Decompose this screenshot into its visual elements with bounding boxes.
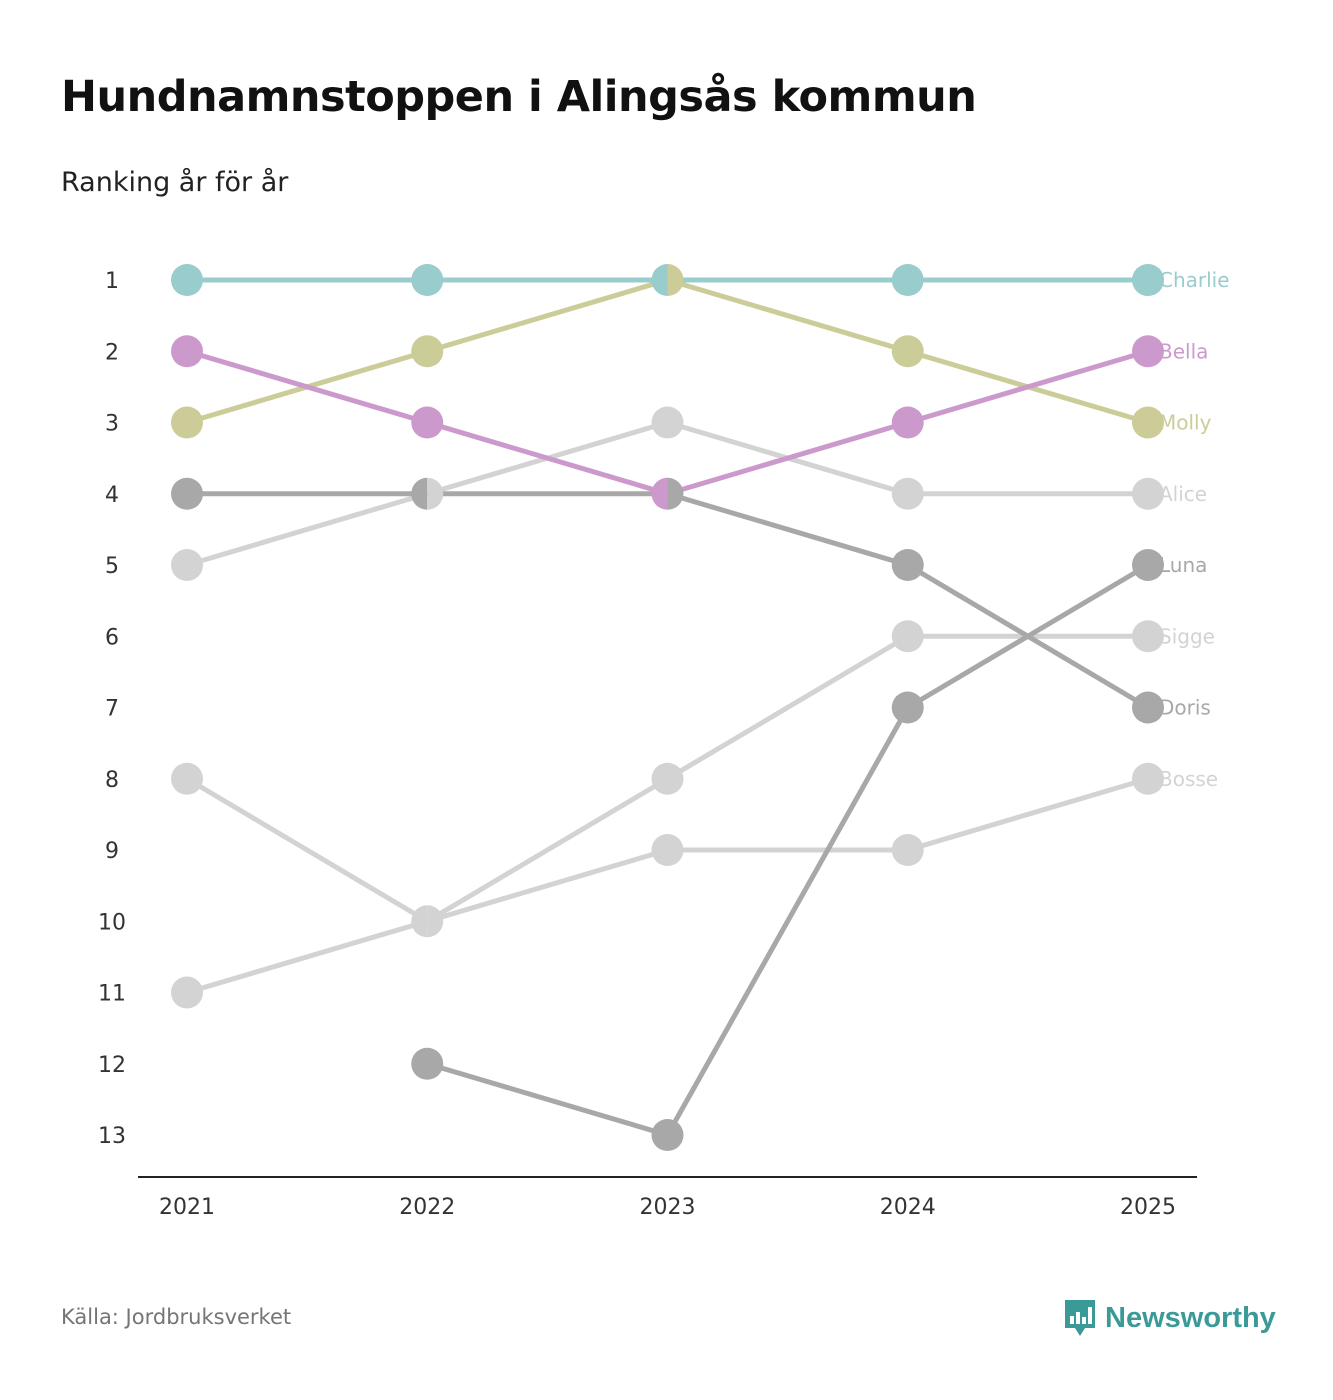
- point-alice-2023: [651, 406, 684, 439]
- point-bella-2022: [411, 406, 444, 439]
- series-labels: Alice Sigge Bosse Luna Doris Molly Bella Charli…: [1159, 268, 1230, 791]
- series-label-bosse: Bosse: [1159, 767, 1218, 791]
- point-luna-2024: [891, 691, 924, 724]
- y-tick-label-6: 6: [105, 625, 119, 650]
- point-bosse-2023: [651, 834, 684, 866]
- chart-subtitle: Ranking år för år: [61, 167, 289, 198]
- point-doris-2024: [891, 549, 924, 581]
- point-sigge-2025: [1132, 620, 1164, 653]
- series-line-sigge: [184, 633, 1151, 995]
- brand-name: Newsworthy: [1105, 1301, 1276, 1334]
- y-tick-label-5: 5: [105, 554, 119, 579]
- point-sigge-2022: [427, 905, 444, 938]
- series-label-alice: Alice: [1159, 482, 1207, 506]
- point-bella-2021: [171, 335, 203, 368]
- y-tick-label-11: 11: [98, 982, 126, 1007]
- y-tick-label-3: 3: [105, 412, 119, 437]
- y-tick-label-9: 9: [105, 839, 119, 864]
- point-alice-2025: [1132, 477, 1164, 510]
- series-line-doris: [184, 491, 1151, 710]
- point-sigge-2024: [891, 620, 924, 653]
- y-tick-label-2: 2: [105, 340, 119, 365]
- x-tick-label-2023: 2023: [640, 1195, 696, 1220]
- point-bella-2025: [1132, 335, 1164, 368]
- point-bosse-2025: [1132, 762, 1164, 795]
- x-tick-label-2024: 2024: [880, 1195, 936, 1220]
- point-bosse-2022: [411, 905, 428, 938]
- point-bosse-2024: [891, 834, 924, 866]
- point-charlie-2021: [171, 264, 203, 296]
- y-tick-label-10: 10: [98, 910, 126, 935]
- point-sigge-2023: [651, 762, 684, 795]
- point-charlie-2022: [411, 264, 444, 296]
- point-molly-2022: [411, 335, 444, 368]
- series-label-bella: Bella: [1159, 339, 1208, 363]
- point-luna-2025: [1132, 549, 1164, 581]
- point-luna-2022: [411, 1047, 444, 1080]
- point-doris-2021: [171, 477, 203, 510]
- y-tick-label-1: 1: [105, 269, 119, 294]
- point-alice-2021: [171, 549, 203, 581]
- point-doris-2023: [667, 477, 684, 510]
- point-bella-2024: [891, 406, 924, 439]
- point-molly-2025: [1132, 406, 1164, 439]
- source-note: Källa: Jordbruksverket: [61, 1305, 292, 1329]
- point-doris-2022: [411, 477, 428, 510]
- point-molly-2023: [667, 264, 684, 296]
- x-tick-label-2021: 2021: [159, 1195, 215, 1220]
- point-alice-2022: [427, 477, 444, 510]
- x-tick-label-2025: 2025: [1120, 1195, 1176, 1220]
- bar-chart-speech-bubble-icon: [1065, 1300, 1095, 1336]
- series-label-doris: Doris: [1159, 696, 1211, 720]
- x-axis: 2021 2022 2023 2024 2025: [138, 1176, 1197, 1220]
- series-line-molly: [184, 277, 1151, 425]
- point-sigge-2021: [171, 976, 203, 1009]
- point-alice-2024: [891, 477, 924, 510]
- y-tick-label-4: 4: [105, 483, 119, 508]
- point-charlie-2025: [1132, 264, 1164, 296]
- series-label-sigge: Sigge: [1159, 624, 1215, 648]
- point-luna-2023: [651, 1119, 684, 1151]
- x-tick-label-2022: 2022: [399, 1195, 455, 1220]
- chart-title: Hundnamnstoppen i Alingsås kommun: [61, 72, 977, 122]
- y-tick-label-13: 13: [98, 1124, 126, 1149]
- series-points: [171, 264, 1164, 1151]
- series-label-charlie: Charlie: [1159, 268, 1230, 292]
- brand-logo: Newsworthy: [1063, 1298, 1276, 1338]
- point-molly-2024: [891, 335, 924, 368]
- point-charlie-2024: [891, 264, 924, 296]
- y-tick-label-7: 7: [105, 697, 119, 722]
- series-label-molly: Molly: [1159, 411, 1212, 435]
- point-molly-2021: [171, 406, 203, 439]
- y-tick-label-8: 8: [105, 768, 119, 793]
- point-bella-2023: [651, 477, 668, 510]
- y-tick-label-12: 12: [98, 1053, 126, 1078]
- point-charlie-2023: [651, 264, 668, 296]
- point-doris-2025: [1132, 691, 1164, 724]
- series-label-luna: Luna: [1159, 553, 1207, 577]
- point-bosse-2021: [171, 762, 203, 795]
